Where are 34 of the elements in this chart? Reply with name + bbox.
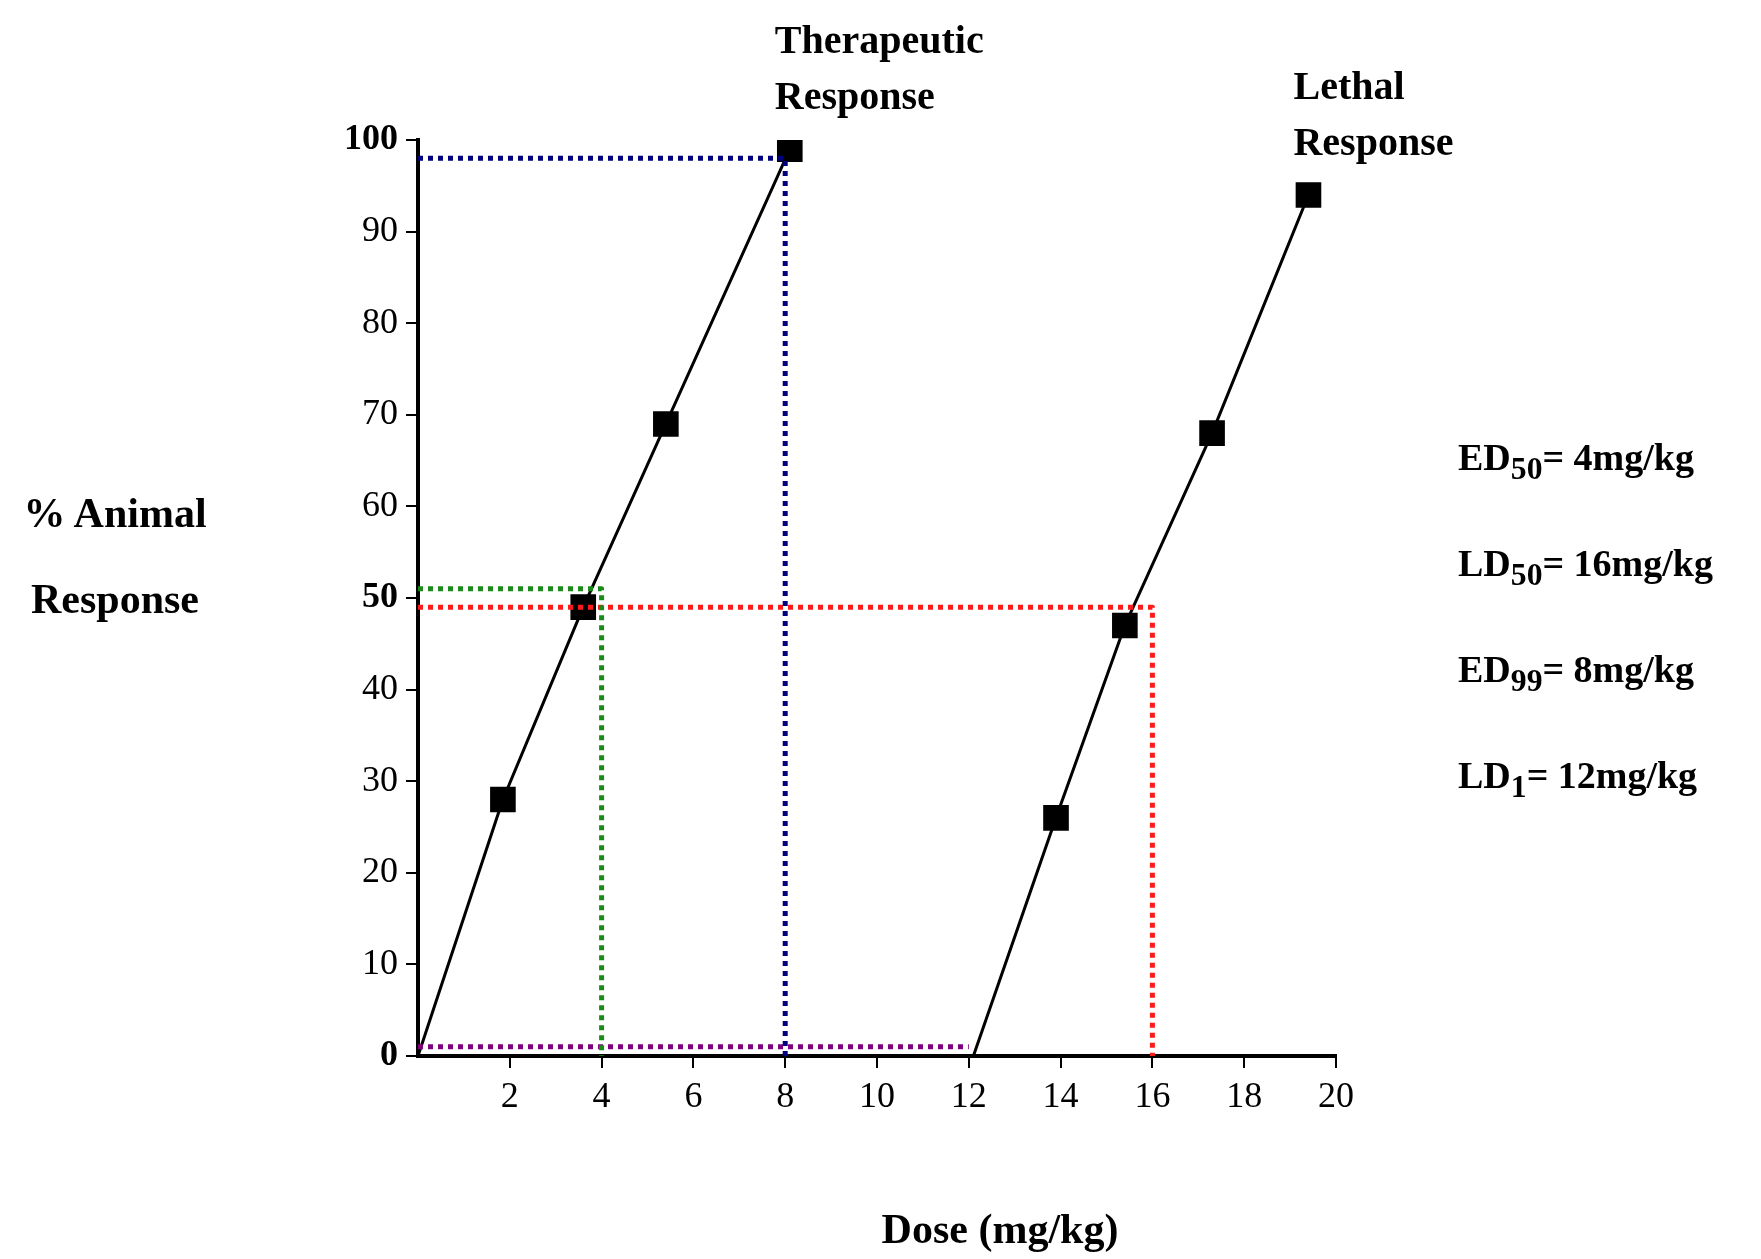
point — [653, 411, 679, 437]
y-tick-label: 90 — [362, 209, 398, 250]
y-tick-label: 40 — [362, 667, 398, 708]
x-tick-label: 18 — [1226, 1075, 1263, 1116]
x-tick-label: 4 — [592, 1075, 611, 1116]
point — [1043, 805, 1069, 831]
text: LD$_{50}$= 16mg/kg — [1458, 541, 1713, 594]
x-tick-label: 16 — [1134, 1075, 1171, 1116]
text: ED$_{99}$= 8mg/kg — [1458, 647, 1695, 700]
x-axis-title: Dose (mg/kg) — [880, 1205, 1120, 1253]
x-tick-label: 10 — [859, 1075, 895, 1116]
text: ED$_{50}$= 4mg/kg — [1458, 435, 1695, 488]
text: LD$_{1}$= 12mg/kg — [1458, 753, 1699, 806]
x-tick-label: 2 — [500, 1075, 519, 1116]
y-tick-label: 60 — [362, 483, 398, 524]
y-tick-label: 50 — [362, 575, 398, 616]
y-tick-label: 10 — [362, 941, 398, 982]
x-tick-label: 12 — [950, 1075, 987, 1116]
y-tick-label: 70 — [362, 392, 398, 433]
x-tick-label: 20 — [1318, 1075, 1354, 1116]
y-tick-label: 0 — [380, 1033, 398, 1074]
y-axis-title: % Animal Response — [22, 489, 208, 624]
x-tick-label: 8 — [776, 1075, 795, 1116]
series-label: Lethal Response — [1293, 62, 1454, 164]
y-tick-label: 30 — [362, 758, 398, 799]
x-tick-label: 6 — [684, 1075, 703, 1116]
y-tick-label: 100 — [344, 117, 398, 158]
point — [776, 140, 803, 162]
point — [1295, 182, 1322, 208]
series-label: Therapeutic Response — [774, 17, 984, 119]
y-tick-label: 20 — [362, 850, 398, 891]
point — [1199, 420, 1225, 446]
x-tick-label: 14 — [1042, 1075, 1079, 1116]
y-tick-label: 80 — [362, 300, 398, 341]
